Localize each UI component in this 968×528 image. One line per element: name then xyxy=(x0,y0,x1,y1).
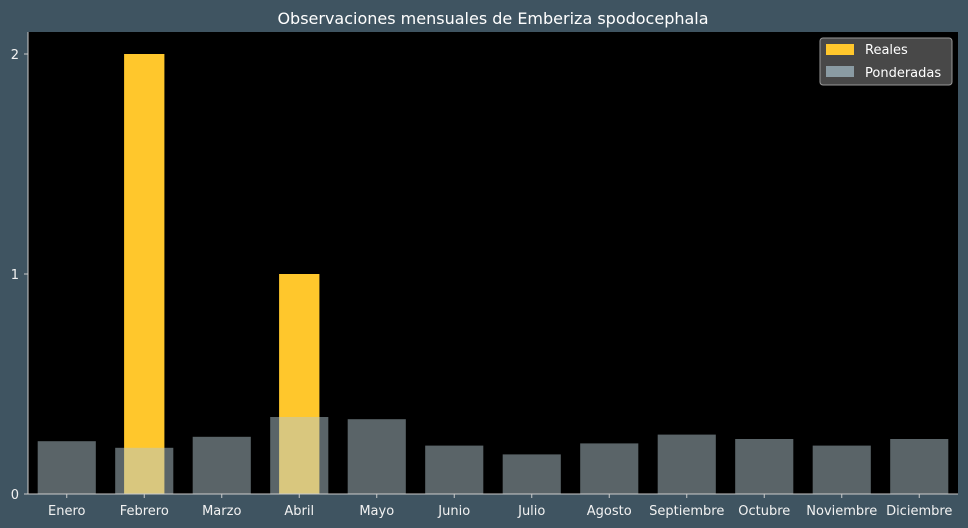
x-tick-label: Febrero xyxy=(120,504,169,519)
y-tick-label: 0 xyxy=(11,488,19,503)
x-axis-ticks: Enero Febrero Marzo Abril Mayo Junio Julio Agos… xyxy=(48,494,952,519)
x-tick-label: Agosto xyxy=(587,504,632,519)
x-tick-label: Abril xyxy=(284,504,314,519)
plot-area xyxy=(28,32,958,494)
x-tick-label: Enero xyxy=(48,504,86,519)
bar-ponderadas-mayo xyxy=(347,419,406,494)
x-tick-label: Junio xyxy=(437,504,470,519)
x-tick-label: Octubre xyxy=(738,504,790,519)
y-tick-label: 1 xyxy=(11,268,19,283)
bar-ponderadas-octubre xyxy=(735,439,794,494)
y-axis-ticks: 0 1 2 xyxy=(11,48,28,503)
bar-reales-febrero xyxy=(124,54,165,494)
bar-ponderadas-marzo xyxy=(192,436,251,494)
bar-ponderadas-diciembre xyxy=(890,439,949,494)
bar-ponderadas-noviembre xyxy=(812,445,871,494)
x-tick-label: Noviembre xyxy=(806,504,877,519)
bar-ponderadas-julio xyxy=(502,454,561,494)
bar-ponderadas-enero xyxy=(37,441,96,494)
bar-ponderadas-febrero xyxy=(115,447,174,494)
bar-ponderadas-septiembre xyxy=(657,434,716,494)
axes xyxy=(27,32,958,495)
legend-label-reales: Reales xyxy=(865,43,908,58)
y-tick-label: 2 xyxy=(11,48,19,63)
bars-ponderadas xyxy=(37,417,949,494)
bar-ponderadas-agosto xyxy=(580,443,639,494)
x-tick-label: Julio xyxy=(517,504,545,519)
legend-swatch-ponderadas xyxy=(826,66,854,77)
legend: Reales Ponderadas xyxy=(819,37,953,86)
legend-swatch-reales xyxy=(826,44,854,55)
bar-ponderadas-abril xyxy=(270,417,329,494)
x-tick-label: Diciembre xyxy=(886,504,952,519)
bars-reales xyxy=(124,54,320,494)
x-tick-label: Marzo xyxy=(202,504,241,519)
x-tick-label: Septiembre xyxy=(649,504,724,519)
legend-label-ponderadas: Ponderadas xyxy=(865,66,941,81)
chart-title: Observaciones mensuales de Emberiza spod… xyxy=(277,9,708,28)
bar-ponderadas-junio xyxy=(425,445,484,494)
x-tick-label: Mayo xyxy=(359,504,394,519)
